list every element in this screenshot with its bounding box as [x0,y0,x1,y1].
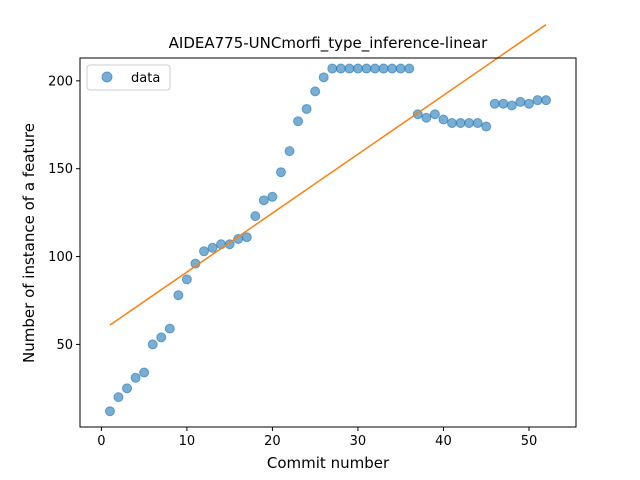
data-point [147,339,158,350]
x-axis-label: Commit number [267,454,390,472]
data-point [224,239,235,250]
data-point [481,121,492,132]
y-tick-label: 200 [48,74,73,89]
data-point [489,98,500,109]
data-point [421,112,432,123]
data-point [464,118,475,129]
data-point [164,323,175,334]
x-tick-label: 40 [435,434,452,449]
data-point [318,72,329,83]
chart-title: AIDEA775-UNCmorfi_type_inference-linear [169,34,489,53]
data-point [181,274,192,285]
data-point [335,63,346,74]
data-point [361,63,372,74]
y-axis: 50 100 150 200 [48,74,80,353]
data-point [523,98,534,109]
data-point [498,98,509,109]
x-axis: 0 10 20 30 40 50 [97,427,537,449]
legend-box [86,64,171,91]
data-point [173,290,184,301]
data-point [207,242,218,253]
x-tick-label: 20 [264,434,281,449]
legend-label-data: data [131,71,160,86]
data-point [455,118,466,129]
axes-frame [79,57,577,428]
data-point [506,100,517,111]
data-point [284,146,295,157]
data-point [395,63,406,74]
data-point [310,86,321,97]
data-point [532,95,543,106]
data-point [352,63,363,74]
y-tick-label: 100 [48,250,73,265]
plot-area [104,23,552,417]
legend: data [86,64,171,91]
data-point [130,372,141,383]
data-point [139,367,150,378]
data-point [104,406,115,417]
data-point [301,103,312,114]
data-point [378,63,389,74]
fit-line [109,23,547,326]
data-point [216,239,227,250]
data-point [122,383,133,394]
data-point [472,118,483,129]
data-point [199,246,209,257]
y-axis-label: Number of instance of a feature [20,123,38,363]
data-point [113,392,124,403]
data-point [387,63,398,74]
data-point [344,63,355,74]
data-point [327,63,338,74]
data-point [275,167,286,178]
data-point [429,109,440,120]
data-point [447,118,457,129]
data-point [438,114,449,125]
data-point [241,232,252,243]
x-tick-label: 0 [97,434,105,449]
y-tick-label: 150 [48,162,73,177]
data-point [293,116,304,127]
data-point [258,195,269,206]
data-point [370,63,381,74]
data-point [156,332,167,343]
data-point [267,191,278,202]
data-point [541,95,552,106]
legend-marker-data [101,71,113,83]
x-tick-label: 30 [350,434,367,449]
data-point [404,63,415,74]
x-tick-label: 50 [521,434,538,449]
data-point [515,96,526,107]
y-tick-label: 50 [56,338,73,353]
data-point [250,211,261,222]
x-tick-label: 10 [179,434,196,449]
